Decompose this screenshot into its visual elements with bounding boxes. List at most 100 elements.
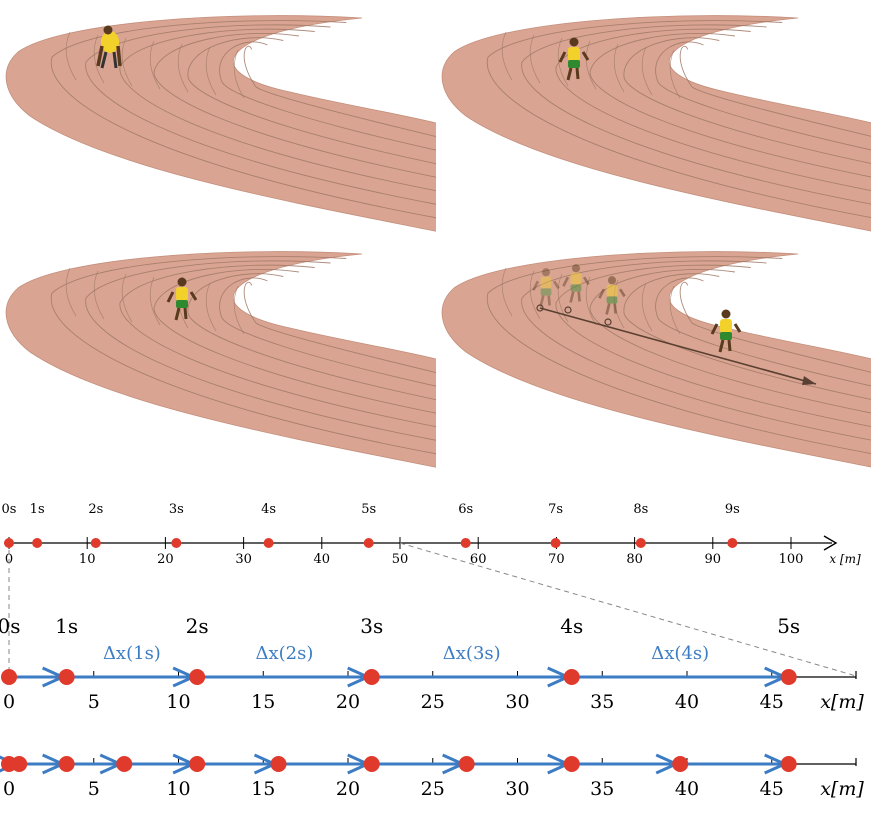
- zoom-tick-label: 40: [675, 691, 699, 713]
- delta-label: Δx(4s): [651, 643, 709, 664]
- overview-marker-6s: [460, 538, 471, 548]
- lane-line: [521, 260, 871, 441]
- trail-marker-3: [604, 318, 612, 326]
- lane-line: [50, 256, 436, 455]
- stagger-line: [93, 34, 105, 84]
- stagger-line: [501, 31, 513, 81]
- lane-line: [153, 32, 436, 178]
- runner-head: [177, 277, 187, 287]
- runner-running: [558, 37, 590, 81]
- overview-marker-9s: [727, 538, 738, 548]
- runner-arms: [598, 288, 626, 299]
- panel-clip-4: [441, 251, 871, 468]
- overview-time-label: 7s: [548, 502, 563, 517]
- overview-time-label: 1s: [30, 502, 45, 517]
- overview-tick-label: 80: [626, 552, 643, 567]
- lane-line: [655, 277, 871, 387]
- stagger-line: [121, 273, 133, 323]
- lane-line: [655, 41, 871, 151]
- overview-time-label: 8s: [633, 502, 648, 517]
- runner-shirt: [540, 276, 552, 290]
- panel-clip-2: [441, 15, 871, 232]
- runner-head: [569, 37, 579, 47]
- runner-ghost-2: [562, 264, 590, 303]
- halfsec-marker: [270, 756, 287, 772]
- stagger-line: [65, 267, 77, 317]
- runner-crouched: [96, 25, 122, 69]
- lane-line: [679, 45, 871, 137]
- lane-line: [85, 260, 436, 441]
- lane-line: [219, 41, 436, 151]
- runner-arms: [710, 323, 742, 335]
- track-surface: [5, 15, 436, 232]
- overview-time-label: 5s: [361, 502, 376, 517]
- halfsec-tick-label: 0: [3, 778, 15, 800]
- lane-line: [679, 281, 871, 373]
- halfsec-marker: [563, 756, 580, 772]
- overview-tick-label: 60: [470, 552, 487, 567]
- zoom-tick-label: 10: [166, 691, 190, 713]
- overview-tick-label: 20: [157, 552, 174, 567]
- track-panels: [5, 15, 871, 468]
- runner-legs: [718, 339, 732, 353]
- overview-marker-3s: [171, 538, 182, 548]
- stagger-line: [205, 46, 217, 96]
- lane-line: [119, 28, 436, 192]
- direction-arrow-head: [802, 376, 816, 385]
- runner-shorts: [176, 300, 188, 308]
- halfsec-tick-label: 5: [88, 778, 100, 800]
- track-panel-runner-accelerating: [441, 15, 871, 232]
- runner-arms: [96, 45, 122, 67]
- stagger-line: [585, 276, 597, 326]
- stagger-line: [585, 40, 597, 90]
- runner-head: [607, 276, 617, 285]
- runner-head: [721, 309, 731, 319]
- track-surface: [5, 251, 436, 468]
- overview-unit-label: x [m]: [829, 552, 861, 566]
- zoom-time-label: 2s: [186, 614, 209, 638]
- stagger-line: [149, 276, 161, 326]
- runner-head: [571, 264, 581, 273]
- runner-arms: [166, 291, 198, 303]
- zoom-time-label: 4s: [560, 614, 583, 638]
- stagger-line: [149, 40, 161, 90]
- zoom-tick-label: 0: [3, 691, 15, 713]
- overview-tick-label: 10: [79, 552, 96, 567]
- runner-arms: [558, 51, 590, 63]
- halfsec-unit-label: x[m]: [820, 778, 864, 800]
- overview-axis-arrowhead: [823, 535, 838, 551]
- runner-legs: [174, 307, 188, 321]
- lane-line: [555, 264, 871, 427]
- zoom-marker: [189, 669, 206, 685]
- runner-current: [710, 309, 742, 353]
- halfsec-tick-label: 45: [760, 778, 784, 800]
- lane-line: [623, 273, 871, 400]
- halfsec-marker: [189, 756, 206, 772]
- stagger-line: [121, 37, 133, 87]
- zoom-time-label: 3s: [360, 614, 383, 638]
- runner-shorts: [568, 60, 580, 68]
- stagger-line: [233, 49, 245, 99]
- overview-marker-8s: [635, 538, 646, 548]
- zoom-unit-label: x[m]: [820, 691, 864, 713]
- delta-label: Δx(3s): [443, 643, 501, 664]
- overview-marker-5s: [363, 538, 374, 548]
- track-panel-runner-mid: [5, 251, 436, 468]
- direction-arrow-shaft: [539, 307, 817, 385]
- runner-legs: [566, 67, 580, 81]
- track-surface: [441, 251, 871, 468]
- lane-line: [521, 24, 871, 205]
- stagger-line: [669, 49, 681, 99]
- stagger-line: [529, 270, 541, 320]
- zoom-marker: [58, 669, 75, 685]
- lane-line: [486, 20, 871, 219]
- runner-arms: [562, 276, 590, 287]
- stagger-line: [641, 282, 653, 332]
- runner-running: [166, 277, 198, 321]
- lane-line: [85, 24, 436, 205]
- halfsec-marker: [458, 756, 475, 772]
- lane-line: [187, 37, 436, 165]
- zoom-marker: [780, 669, 797, 685]
